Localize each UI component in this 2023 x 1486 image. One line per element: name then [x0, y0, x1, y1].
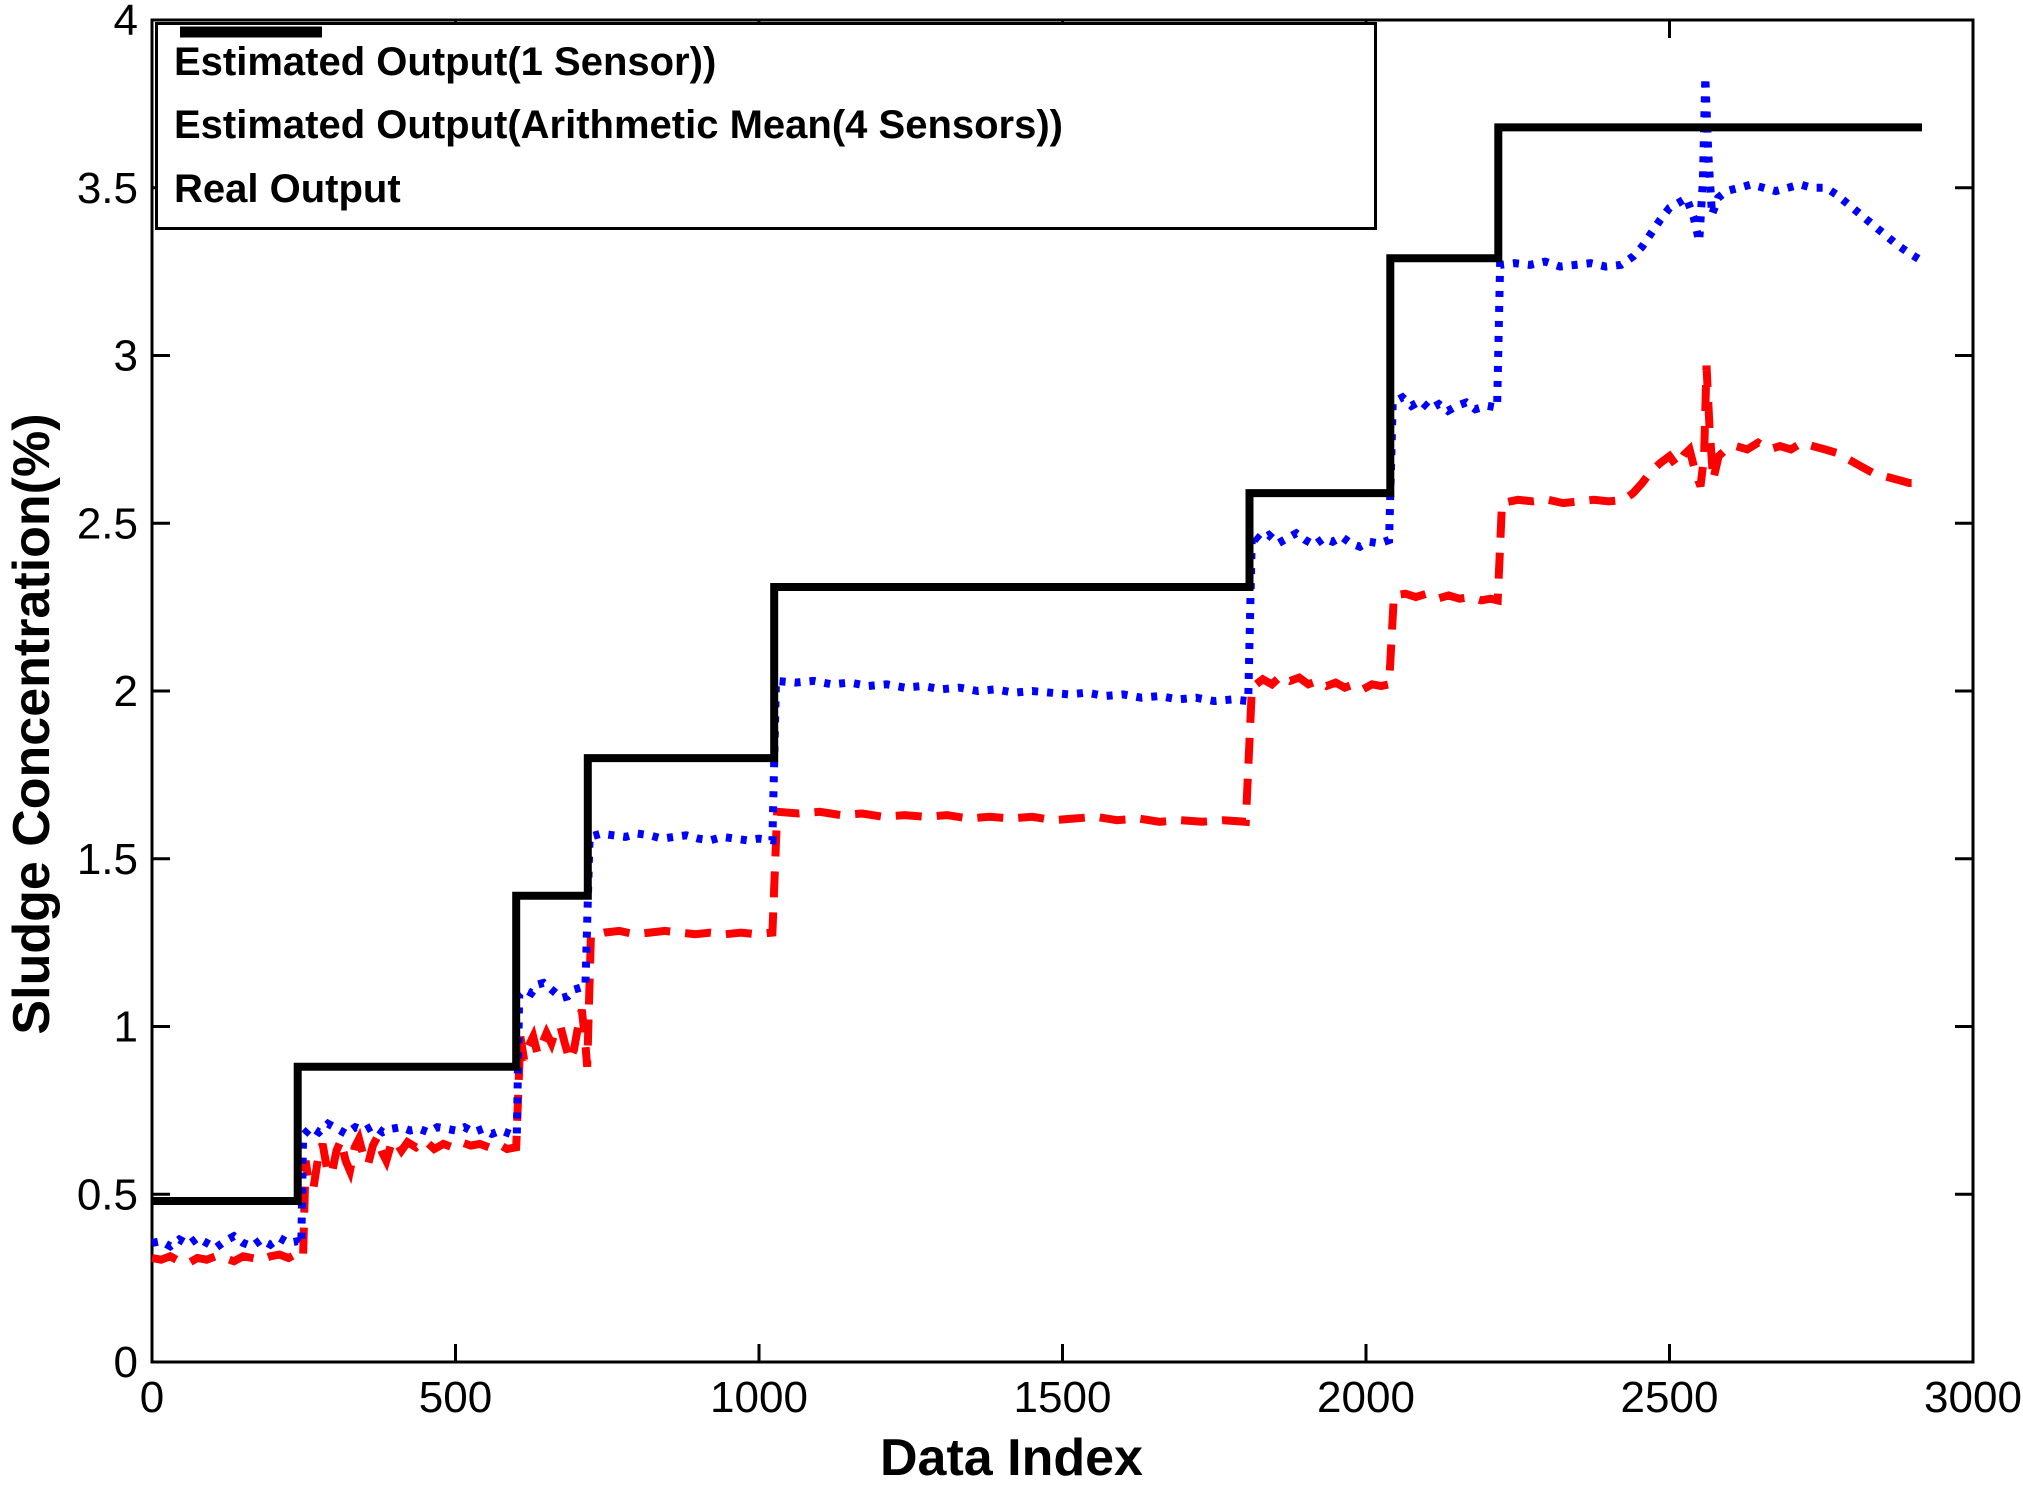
legend: Estimated Output(1 Sensor)) Estimated Ou… — [155, 22, 1377, 230]
legend-label-mean4: Estimated Output(Arithmetic Mean(4 Senso… — [174, 103, 1064, 148]
x-tick-label: 3000 — [1924, 1373, 2022, 1422]
x-tick-label: 1500 — [1014, 1373, 1112, 1422]
legend-label-sensor1: Estimated Output(1 Sensor)) — [174, 40, 717, 85]
legend-item-real: Real Output — [158, 26, 1374, 220]
y-axis-title: Sludge Concentration(%) — [3, 413, 61, 1035]
x-tick-label: 2500 — [1621, 1373, 1719, 1422]
y-tick-label: 0 — [114, 1338, 138, 1387]
x-tick-label: 0 — [140, 1373, 164, 1422]
x-tick-label: 2000 — [1317, 1373, 1415, 1422]
y-tick-label: 0.5 — [77, 1170, 138, 1219]
y-tick-label: 4 — [114, 0, 138, 45]
legend-label-real: Real Output — [174, 166, 401, 211]
y-tick-label: 3 — [114, 332, 138, 381]
series-real-output — [152, 123, 1922, 1205]
series-estimated-mean-4-sensors — [151, 76, 1923, 1254]
series-estimated-1-sensor — [151, 365, 1922, 1268]
y-tick-label: 2 — [114, 667, 138, 716]
y-tick-label: 3.5 — [77, 164, 138, 213]
legend-item-sensor1: Estimated Output(1 Sensor)) — [158, 26, 1374, 94]
x-axis-title: Data Index — [880, 1429, 1143, 1486]
x-tick-label: 500 — [419, 1373, 492, 1422]
y-tick-label: 1 — [114, 1003, 138, 1052]
legend-item-mean4: Estimated Output(Arithmetic Mean(4 Senso… — [158, 26, 1374, 157]
y-tick-label: 1.5 — [77, 835, 138, 884]
y-tick-label: 2.5 — [77, 499, 138, 548]
solid-line-icon — [180, 26, 322, 38]
x-tick-label: 1000 — [710, 1373, 808, 1422]
